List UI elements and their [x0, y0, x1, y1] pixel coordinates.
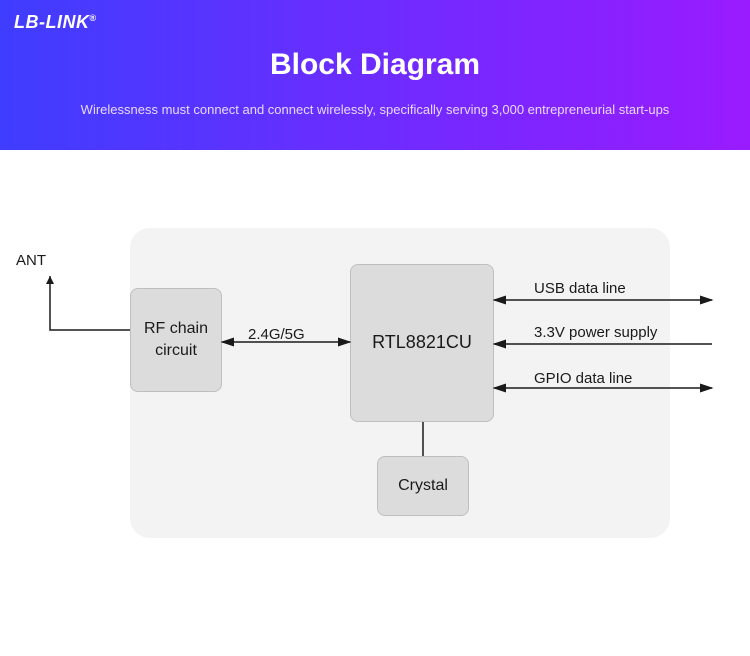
- node-rf-label: RF chaincircuit: [144, 318, 208, 363]
- logo-text: LB-LINK: [14, 12, 89, 32]
- node-crystal-label: Crystal: [398, 475, 448, 497]
- page-subtitle: Wirelessness must connect and connect wi…: [0, 82, 750, 117]
- diagram-area: RF chaincircuit RTL8821CU Crystal ANT 2.…: [0, 150, 750, 656]
- node-rf-chain: RF chaincircuit: [130, 288, 222, 392]
- page-title: Block Diagram: [0, 0, 750, 82]
- node-crystal: Crystal: [377, 456, 469, 516]
- label-link-freq: 2.4G/5G: [248, 326, 305, 343]
- header: LB-LINK® Block Diagram Wirelessness must…: [0, 0, 750, 150]
- node-main-label: RTL8821CU: [372, 330, 472, 355]
- label-ant: ANT: [16, 252, 46, 269]
- logo-reg: ®: [89, 13, 96, 23]
- label-usb: USB data line: [534, 280, 626, 297]
- label-power: 3.3V power supply: [534, 324, 657, 341]
- logo: LB-LINK®: [14, 12, 97, 33]
- node-main-chip: RTL8821CU: [350, 264, 494, 422]
- label-gpio: GPIO data line: [534, 370, 632, 387]
